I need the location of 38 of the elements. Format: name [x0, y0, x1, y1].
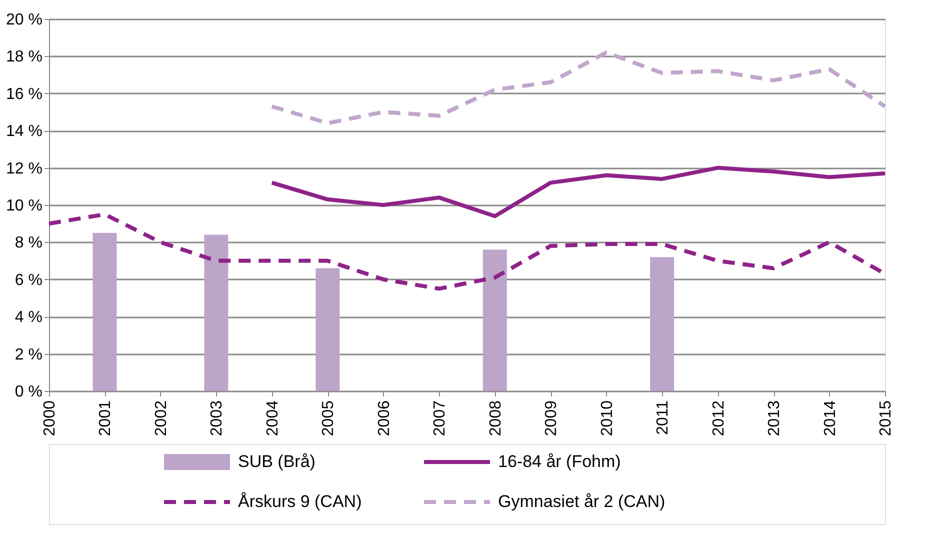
x-tick-label: 2015 — [878, 400, 894, 436]
y-tick-label: 8 % — [14, 234, 42, 252]
y-tick-label: 18 % — [6, 48, 42, 66]
x-tick-label: 2001 — [97, 400, 114, 436]
x-tick-label: 2003 — [208, 400, 226, 436]
bar — [92, 232, 117, 391]
x-tick-label: 2010 — [598, 400, 616, 436]
legend-label: SUB (Brå) — [238, 452, 316, 471]
line-series — [270, 50, 887, 126]
x-tick-label: 2004 — [264, 400, 282, 436]
legend-label: Årskurs 9 (CAN) — [238, 492, 362, 511]
x-tick-label: 2011 — [654, 400, 672, 435]
x-tick-label: 2014 — [822, 400, 839, 436]
y-tick-label: 6 % — [14, 272, 42, 289]
y-tick-label: 10 % — [6, 198, 42, 214]
bar — [650, 257, 674, 391]
x-tick-label: 2006 — [376, 400, 393, 436]
bar — [204, 234, 228, 391]
x-tick-label: 2000 — [42, 400, 58, 436]
y-tick-label: 0 % — [14, 384, 42, 400]
x-tick-label: 2009 — [543, 400, 560, 436]
y-tick-label: 4 % — [14, 309, 42, 326]
bar — [316, 268, 340, 391]
x-tick-label: 2005 — [320, 400, 338, 436]
x-tick-label: 2008 — [487, 400, 504, 436]
y-tick-label: 20 % — [6, 12, 42, 28]
legend-label: 16-84 år (Fohm) — [498, 452, 621, 471]
y-tick-label: 2 % — [14, 346, 42, 364]
line-series — [270, 166, 887, 218]
bar — [482, 250, 507, 391]
x-tick-label: 2012 — [710, 400, 728, 436]
x-tick-label: 2013 — [766, 400, 784, 436]
y-tick-label: 12 % — [6, 160, 42, 178]
y-tick-label: 14 % — [6, 123, 42, 140]
x-tick-label: 2002 — [152, 400, 170, 436]
y-tick-label: 16 % — [6, 86, 42, 103]
legend-label: Gymnasiet år 2 (CAN) — [498, 492, 666, 511]
x-tick-label: 2007 — [432, 400, 449, 436]
